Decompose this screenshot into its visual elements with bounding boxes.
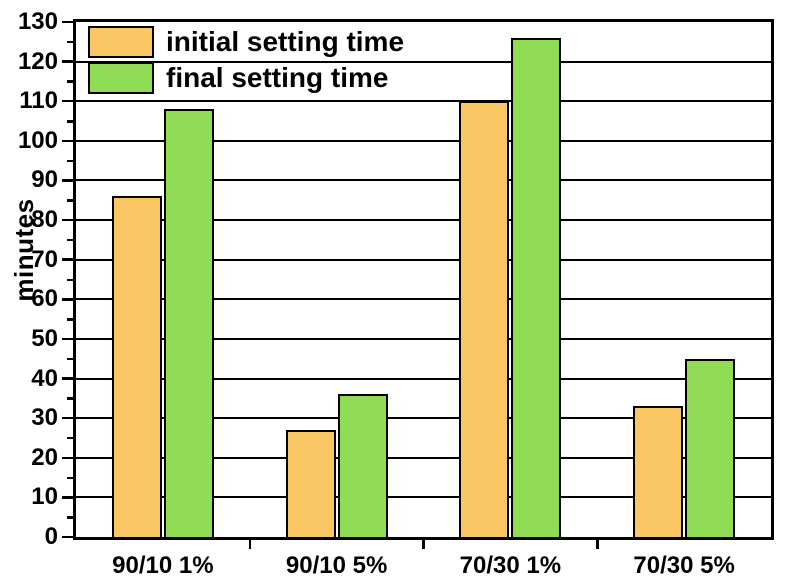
gridline [76,496,771,499]
y-minor-tick [67,476,73,480]
legend-row-initial: initial setting time [88,25,404,58]
y-tick-label: 120 [17,47,58,75]
gridline [76,219,771,222]
gridline [76,456,771,459]
x-boundary-tick [596,540,599,549]
y-minor-tick [67,357,73,361]
y-tick-label: 20 [31,443,58,471]
y-tick-label: 50 [31,324,58,352]
y-major-tick [62,179,73,182]
plot-area [73,19,774,540]
y-tick-label: 80 [31,206,58,234]
legend-label-initial: initial setting time [166,25,405,57]
bar-final-90/10 1% [163,109,214,539]
y-major-tick [62,377,73,380]
y-minor-tick [67,120,73,123]
y-tick-label: 10 [31,483,58,511]
y-tick-label: 40 [31,364,58,392]
y-tick-label: 60 [31,285,58,313]
gridline [76,337,771,340]
gridline [76,139,771,142]
legend: initial setting time final setting time [88,25,404,94]
y-tick-label: 110 [19,87,58,115]
y-minor-tick [67,159,73,163]
y-major-tick [62,139,73,143]
y-major-tick [62,99,73,103]
x-category-label: 90/10 1% [112,552,214,579]
y-tick-label: 0 [44,523,58,550]
gridline [76,298,771,301]
y-major-tick [62,535,73,539]
bar-final-70/30 1% [511,38,562,539]
y-major-tick [62,496,73,499]
y-tick-label: 130 [17,8,58,35]
x-boundary-tick [422,540,425,549]
legend-label-final: final setting time [166,61,389,93]
y-minor-tick [67,436,73,440]
y-major-tick [62,416,73,420]
y-tick-label: 30 [31,404,58,432]
y-minor-tick [67,318,73,321]
y-minor-tick [67,238,73,242]
bar-initial-70/30 5% [633,406,684,539]
gridline [76,179,771,182]
gridline [76,417,771,420]
x-boundary-tick [248,540,251,549]
gridline [76,258,771,261]
gridline [76,100,771,103]
y-minor-tick [67,397,73,400]
legend-swatch-initial [88,25,154,58]
bar-initial-90/10 1% [111,196,162,539]
bar-initial-70/30 1% [459,101,510,539]
y-major-tick [62,218,73,222]
y-major-tick [62,258,73,261]
gridline [76,60,771,63]
legend-row-final: final setting time [88,61,404,94]
bar-final-70/30 5% [685,359,736,539]
x-category-label: 70/30 1% [459,552,562,579]
bar-final-90/10 5% [337,394,388,539]
y-major-tick [62,60,73,63]
y-minor-tick [67,516,73,519]
y-minor-tick [67,278,73,281]
y-minor-tick [67,80,73,83]
gridline [76,377,771,380]
y-tick-label: 100 [17,126,58,154]
bar-initial-90/10 5% [285,430,336,539]
y-tick-label: 70 [31,245,58,273]
y-major-tick [62,20,73,24]
y-major-tick [62,337,73,341]
y-minor-tick [67,40,73,44]
y-tick-label: 90 [31,166,58,194]
y-major-tick [62,456,73,460]
y-minor-tick [67,199,73,202]
x-category-label: 90/10 5% [285,552,388,579]
y-major-tick [62,298,73,301]
x-category-label: 70/30 5% [633,552,735,579]
legend-swatch-final [88,61,154,94]
